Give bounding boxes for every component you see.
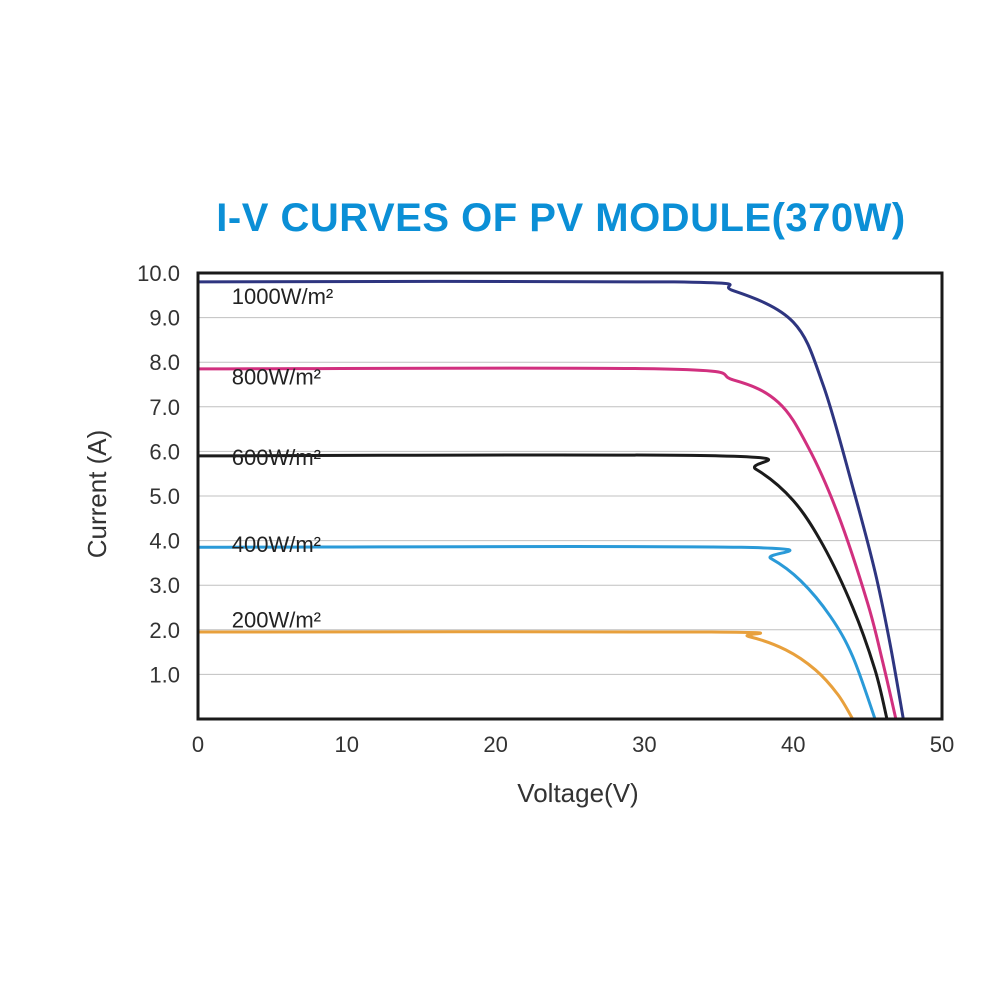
x-tick-label: 10 xyxy=(335,732,359,757)
y-tick-label: 3.0 xyxy=(149,573,180,598)
plot-frame xyxy=(196,271,944,721)
y-tick-label: 6.0 xyxy=(149,439,180,464)
series-line-1000wm xyxy=(196,279,905,721)
y-axis-ticks: 1.0 2.0 3.0 4.0 5.0 6.0 7.0 8.0 9.0 10.0 xyxy=(137,261,180,687)
curve-label: 800W/m² xyxy=(232,365,321,390)
x-tick-label: 50 xyxy=(930,732,954,757)
y-tick-label: 1.0 xyxy=(149,662,180,687)
chart-title: I-V CURVES OF PV MODULE(370W) xyxy=(216,196,906,240)
series-line-200wm xyxy=(196,630,855,721)
curve-label: 200W/m² xyxy=(232,608,321,633)
y-tick-label: 5.0 xyxy=(149,484,180,509)
grid-lines xyxy=(198,317,942,675)
series-curves xyxy=(196,279,905,721)
curve-label: 400W/m² xyxy=(232,532,321,557)
curve-label: 600W/m² xyxy=(232,445,321,470)
x-tick-label: 30 xyxy=(632,732,656,757)
y-tick-label: 4.0 xyxy=(149,529,180,554)
y-tick-label: 10.0 xyxy=(137,261,180,286)
x-tick-label: 0 xyxy=(192,732,204,757)
series-line-800wm xyxy=(196,366,898,721)
y-tick-label: 8.0 xyxy=(149,350,180,375)
series-line-600wm xyxy=(196,453,889,721)
curve-labels: 1000W/m² 800W/m² 600W/m² 400W/m² 200W/m² xyxy=(232,284,333,632)
x-tick-label: 20 xyxy=(483,732,507,757)
y-tick-label: 9.0 xyxy=(149,306,180,331)
x-tick-label: 40 xyxy=(781,732,805,757)
series-line-400wm xyxy=(196,544,877,721)
x-axis-ticks: 0 10 20 30 40 50 xyxy=(192,732,954,757)
y-axis-label: Current (A) xyxy=(82,430,112,559)
curve-label: 1000W/m² xyxy=(232,284,333,309)
x-axis-label: Voltage(V) xyxy=(517,778,638,808)
y-tick-label: 2.0 xyxy=(149,618,180,643)
y-tick-label: 7.0 xyxy=(149,395,180,420)
